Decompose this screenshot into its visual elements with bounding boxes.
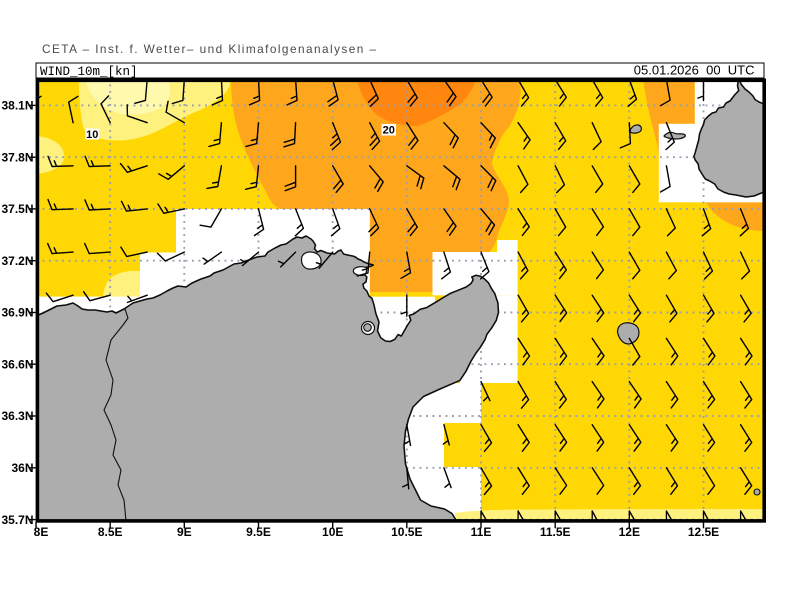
svg-text:11E: 11E <box>471 525 492 539</box>
svg-text:8.5E: 8.5E <box>98 525 123 539</box>
svg-text:37.5N: 37.5N <box>1 202 33 216</box>
svg-text:36.6N: 36.6N <box>1 357 33 371</box>
svg-text:9E: 9E <box>177 525 192 539</box>
svg-text:36.3N: 36.3N <box>1 409 33 423</box>
svg-text:20: 20 <box>383 125 395 137</box>
svg-text:38.1N: 38.1N <box>1 99 33 113</box>
svg-text:WIND_10m_[kn]: WIND_10m_[kn] <box>40 65 138 79</box>
svg-text:36.9N: 36.9N <box>1 306 33 320</box>
svg-text:35.7N: 35.7N <box>1 513 33 527</box>
svg-text:9.5E: 9.5E <box>246 525 271 539</box>
svg-text:05.01.2026 00 UTC: 05.01.2026 00 UTC <box>634 63 755 78</box>
svg-text:8E: 8E <box>34 525 49 539</box>
svg-text:CETA – Inst. f. Wetter– und Kl: CETA – Inst. f. Wetter– und Klimafolgena… <box>42 42 378 56</box>
svg-text:37.2N: 37.2N <box>1 254 33 268</box>
svg-text:10E: 10E <box>322 525 343 539</box>
svg-text:12E: 12E <box>619 525 640 539</box>
svg-text:11.5E: 11.5E <box>540 525 571 539</box>
svg-text:10.5E: 10.5E <box>391 525 422 539</box>
svg-text:12.5E: 12.5E <box>688 525 719 539</box>
svg-text:37.8N: 37.8N <box>1 150 33 164</box>
svg-text:36N: 36N <box>11 461 33 475</box>
svg-text:10: 10 <box>86 129 98 141</box>
